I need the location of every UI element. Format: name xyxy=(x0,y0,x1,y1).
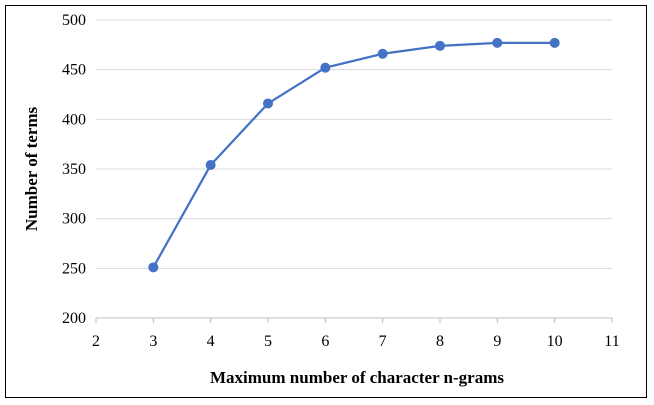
data-points xyxy=(148,37,560,273)
y-tick-label: 350 xyxy=(62,161,86,178)
y-tick-label: 450 xyxy=(62,62,86,79)
y-tick-label: 200 xyxy=(62,310,86,327)
axes xyxy=(95,317,613,323)
x-tick-label: 2 xyxy=(92,333,100,350)
y-tick-labels: 200 250 300 350 400 450 500 xyxy=(62,12,86,327)
data-point xyxy=(492,37,503,48)
gridlines xyxy=(96,19,612,269)
y-tick-label: 300 xyxy=(62,211,86,228)
y-tick-label: 400 xyxy=(62,111,86,128)
x-tick-labels: 2 3 4 5 6 7 8 9 10 11 xyxy=(92,333,620,350)
x-tick-label: 5 xyxy=(264,333,272,350)
series-line xyxy=(152,41,555,268)
data-point xyxy=(320,62,331,73)
y-tick-label: 500 xyxy=(62,12,86,29)
x-tick-label: 3 xyxy=(149,333,157,350)
x-tick-label: 7 xyxy=(379,333,387,350)
y-tick-label: 250 xyxy=(62,260,86,277)
data-point xyxy=(205,160,216,171)
x-tick-label: 8 xyxy=(436,333,444,350)
x-tick-label: 9 xyxy=(493,333,501,350)
data-point xyxy=(549,37,560,48)
x-tick-label: 11 xyxy=(604,333,619,350)
x-tick-label: 6 xyxy=(321,333,329,350)
data-point xyxy=(148,262,159,273)
x-tick-label: 10 xyxy=(547,333,563,350)
data-point xyxy=(435,40,445,51)
x-tick-label: 4 xyxy=(207,333,215,350)
data-point xyxy=(263,98,273,109)
y-axis-title: Number of terms xyxy=(22,106,41,231)
x-axis-title: Maximum number of character n-grams xyxy=(210,368,504,387)
data-point xyxy=(377,48,388,59)
